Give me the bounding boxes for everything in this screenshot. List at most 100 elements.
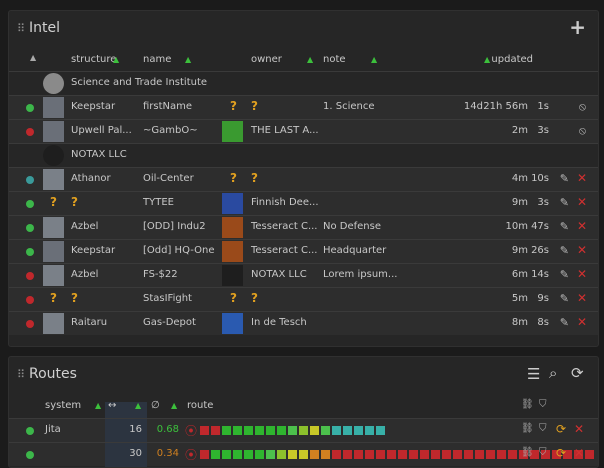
route-jump[interactable] <box>442 450 451 459</box>
route-jump[interactable] <box>519 450 528 459</box>
route-jump[interactable] <box>541 450 550 459</box>
edit-button[interactable]: ✎ <box>559 244 569 257</box>
route-jump[interactable] <box>277 450 286 459</box>
edit-button[interactable]: ✎ <box>559 316 569 329</box>
group-row[interactable]: Science and Trade Institute <box>9 71 598 95</box>
delete-button[interactable]: ⦸ <box>578 124 586 137</box>
route-jump[interactable] <box>431 450 440 459</box>
intel-row[interactable]: ?? StasIFight?? 5m 9s ✎ ✕ <box>9 287 598 311</box>
search-button[interactable]: ⌕ <box>549 364 558 382</box>
sort-icon[interactable]: ▲ <box>95 401 102 410</box>
intel-row[interactable]: Azbel FS-$22 NOTAX LLC Lorem ipsum... 6m 14s ✎… <box>9 263 598 287</box>
route-jump[interactable] <box>255 450 264 459</box>
route-jump[interactable] <box>376 426 385 435</box>
edit-button[interactable]: ✎ <box>559 268 569 281</box>
route-jump[interactable] <box>200 450 209 459</box>
sort-icon[interactable]: ▲ <box>484 55 491 64</box>
route-jump[interactable] <box>585 450 594 459</box>
route-jump[interactable] <box>332 426 341 435</box>
route-jump[interactable] <box>244 426 253 435</box>
route-jump[interactable] <box>365 450 374 459</box>
delete-button[interactable]: ✕ <box>574 446 585 460</box>
route-row[interactable]: 30 0.34 ⦿ ⛓ ⛉ ⟳ ✕ <box>9 442 598 466</box>
intel-row[interactable]: Keepstar firstName?? 1. Science 14d 21h 56m 1… <box>9 95 598 119</box>
route-jump[interactable] <box>365 426 374 435</box>
route-jump[interactable] <box>222 450 231 459</box>
delete-button[interactable]: ✕ <box>576 315 587 329</box>
column-header[interactable]: ↔ <box>108 400 117 411</box>
route-jump[interactable] <box>277 426 286 435</box>
edit-button[interactable]: ✎ <box>559 220 569 233</box>
group-row[interactable]: NOTAX LLC <box>9 143 598 167</box>
route-jump[interactable] <box>486 450 495 459</box>
intel-row[interactable]: Raitaru Gas-Depot In de Tesch 8m 8s ✎ ✕ <box>9 311 598 335</box>
route-jump[interactable] <box>475 450 484 459</box>
drag-handle[interactable]: ⠿ <box>17 22 26 35</box>
drag-handle[interactable]: ⠿ <box>17 368 26 381</box>
delete-button[interactable]: ✕ <box>574 422 585 436</box>
route-jump[interactable] <box>420 450 429 459</box>
route-jump[interactable] <box>299 426 308 435</box>
route-jump[interactable] <box>409 450 418 459</box>
route-jump[interactable] <box>563 450 572 459</box>
route-jump[interactable] <box>233 450 242 459</box>
intel-row[interactable]: Azbel [ODD] Indu2 Tesseract C... No Defense… <box>9 215 598 239</box>
sort-icon[interactable]: ▲ <box>171 401 178 410</box>
route-jump[interactable] <box>233 426 242 435</box>
route-row[interactable]: Jita 16 0.68 ⦿ ⛓ ⛉ ⟳ ✕ <box>9 418 598 442</box>
route-jump[interactable] <box>321 426 330 435</box>
route-jump[interactable] <box>211 426 220 435</box>
route-jump[interactable] <box>266 426 275 435</box>
edit-button[interactable]: ✎ <box>559 292 569 305</box>
reverse-button[interactable]: ⟳ <box>556 446 567 460</box>
delete-button[interactable]: ⦸ <box>578 100 586 113</box>
route-jump[interactable] <box>288 426 297 435</box>
column-header[interactable]: structure <box>71 54 117 65</box>
delete-button[interactable]: ✕ <box>576 291 587 305</box>
route-jump[interactable] <box>453 450 462 459</box>
sort-icon[interactable]: ▲ <box>371 55 378 64</box>
route-jump[interactable] <box>321 450 330 459</box>
reverse-button[interactable]: ⟳ <box>556 422 567 436</box>
column-header[interactable]: updated <box>491 54 533 65</box>
intel-row[interactable]: Athanor Oil-Center?? 4m 10s ✎ ✕ <box>9 167 598 191</box>
intel-row[interactable]: Keepstar [Odd] HQ-One Tesseract C... Headqu… <box>9 239 598 263</box>
delete-button[interactable]: ✕ <box>576 243 587 257</box>
delete-button[interactable]: ✕ <box>576 195 587 209</box>
route-jump[interactable] <box>343 450 352 459</box>
column-header[interactable]: owner <box>251 54 282 65</box>
route-jump[interactable] <box>530 450 539 459</box>
intel-row[interactable]: Upwell Pal... ~GambO~ THE LAST A... 2m 3s ⦸ <box>9 119 598 143</box>
edit-button[interactable]: ✎ <box>559 196 569 209</box>
column-header[interactable]: name <box>143 54 172 65</box>
route-jump[interactable] <box>266 450 275 459</box>
route-jump[interactable] <box>574 450 583 459</box>
route-jump[interactable] <box>354 450 363 459</box>
shield-button[interactable]: ⛉ <box>539 447 547 458</box>
route-jump[interactable] <box>376 450 385 459</box>
route-jump[interactable] <box>497 450 506 459</box>
route-jump[interactable] <box>343 426 352 435</box>
sort-icon[interactable]: ▲ <box>30 53 37 62</box>
column-header[interactable]: route <box>187 400 214 411</box>
route-jump[interactable] <box>387 450 396 459</box>
sort-icon[interactable]: ▲ <box>307 55 314 64</box>
route-jump[interactable] <box>299 450 308 459</box>
route-jump[interactable] <box>310 450 319 459</box>
delete-button[interactable]: ✕ <box>576 171 587 185</box>
route-jump[interactable] <box>244 450 253 459</box>
delete-button[interactable]: ✕ <box>576 219 587 233</box>
settings-button[interactable]: ☰ <box>527 365 541 383</box>
sort-icon[interactable]: ▲ <box>185 55 192 64</box>
sort-icon[interactable]: ▲ <box>113 55 120 64</box>
add-button[interactable]: + <box>569 15 586 39</box>
route-jump[interactable] <box>222 426 231 435</box>
route-jump[interactable] <box>255 426 264 435</box>
route-jump[interactable] <box>552 450 561 459</box>
link-button[interactable]: ⛓ <box>521 423 534 434</box>
route-jump[interactable] <box>464 450 473 459</box>
route-jump[interactable] <box>354 426 363 435</box>
column-header[interactable]: note <box>323 54 346 65</box>
route-jump[interactable] <box>398 450 407 459</box>
route-jump[interactable] <box>508 450 517 459</box>
